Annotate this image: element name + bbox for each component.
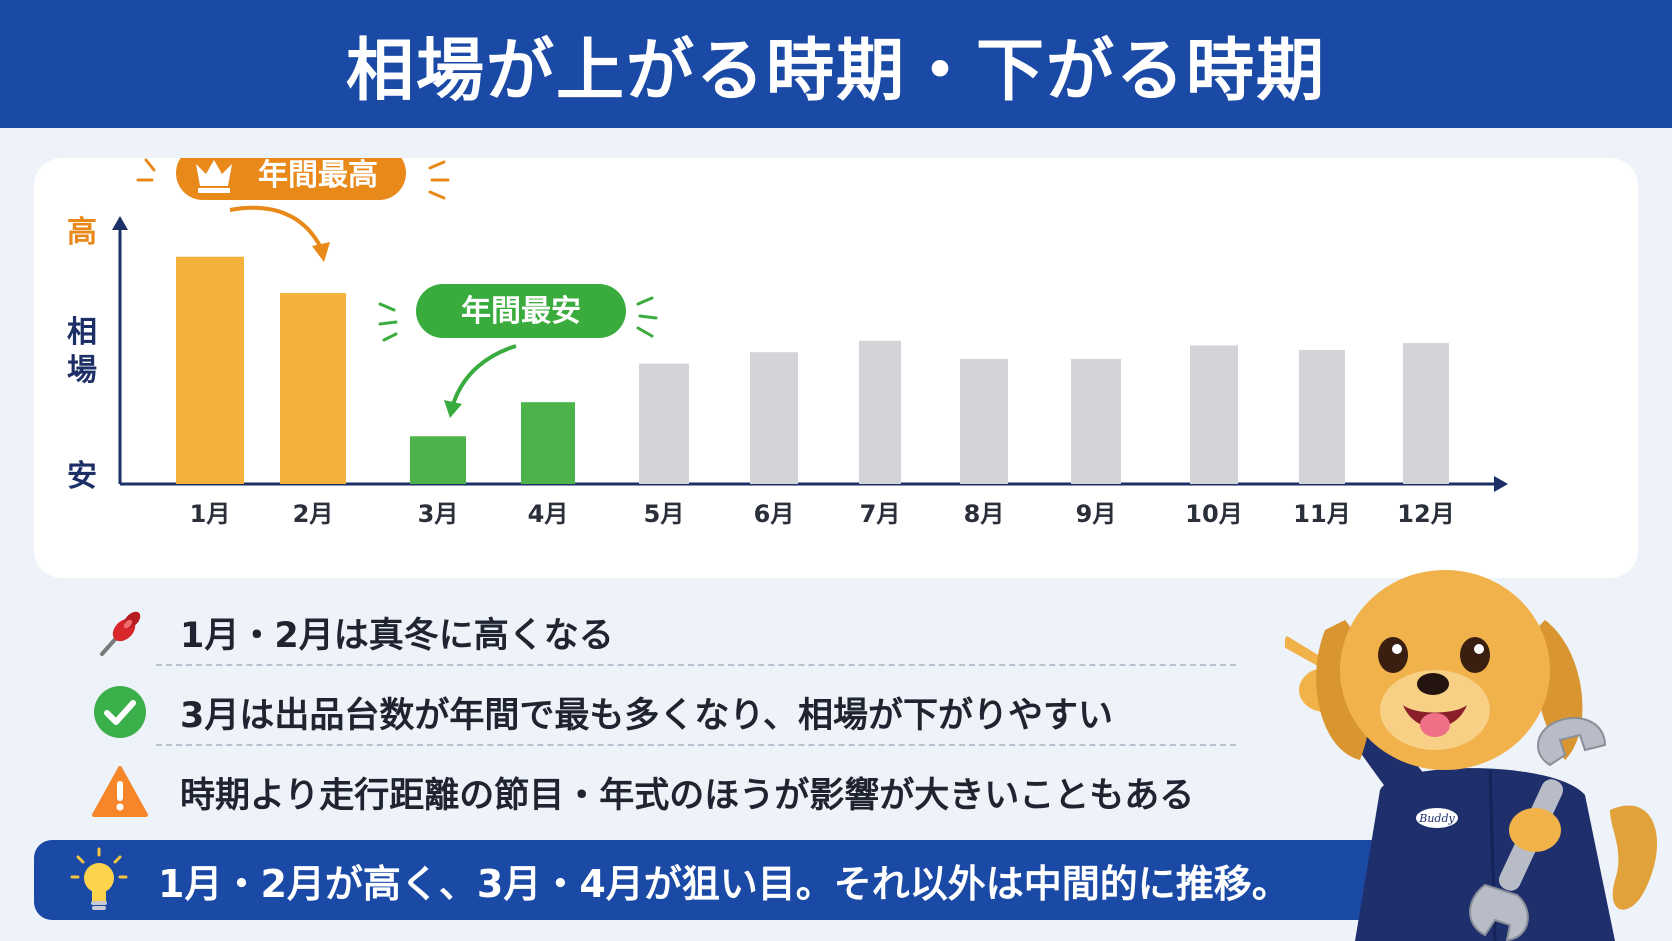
x-tick-label: 4月 (528, 500, 569, 528)
note-item-2: 3月は出品台数が年間で最も多くなり、相場が下がりやすい (90, 672, 1240, 752)
y-label-middle: 相 (67, 315, 97, 350)
y-label-high: 高 (67, 215, 97, 250)
bar-12 (1403, 343, 1449, 484)
mascot-badge-text: Buddy (1418, 812, 1455, 825)
arrow-high (229, 205, 324, 251)
x-tick-label: 7月 (860, 500, 901, 528)
x-axis-arrow (1494, 476, 1508, 492)
bar-3 (410, 436, 466, 484)
crown-icon (196, 160, 232, 186)
x-tick-label: 12月 (1397, 500, 1454, 528)
sparkle-mark (636, 296, 654, 306)
dashed-divider (156, 744, 1236, 746)
check-circle-icon (90, 682, 150, 742)
summary-text: 1月・2月が高く、3月・4月が狙い目。それ以外は中間的に推移。 (158, 861, 1290, 906)
bar-1 (176, 256, 244, 484)
sparkle-mark (638, 314, 658, 320)
sparkle-mark (428, 190, 446, 200)
sparkle-mark (428, 160, 446, 170)
annotation-high-badge (176, 158, 406, 200)
arrow-high-head (312, 242, 330, 262)
arrow-low (450, 344, 517, 409)
sparkle-mark (144, 158, 156, 172)
page-title: 相場が上がる時期・下がる時期 (345, 31, 1326, 111)
sparkle-mark (636, 326, 654, 338)
x-tick-label: 3月 (418, 500, 459, 528)
sparkle-mark (378, 320, 398, 326)
annotation-high-label: 年間最高 (258, 158, 378, 193)
bar-11 (1299, 349, 1345, 484)
crown-icon (198, 188, 230, 193)
sparkle-mark (378, 302, 396, 312)
chart-card: 高相場安 1月 2月 3月 4月 5月 6月 7月 8月 9月 10月 11月 12月 年間最高年間最安 (34, 158, 1638, 578)
note-item-3: 時期より走行距離の節目・年式のほうが影響が大きいこともある (90, 752, 1240, 832)
dog-mechanic-icon: Buddy (1285, 570, 1658, 941)
annotation-low-badge (416, 284, 626, 338)
arrow-low-head (444, 400, 462, 418)
x-tick-label: 5月 (644, 500, 685, 528)
summary-banner: 1月・2月が高く、3月・4月が狙い目。それ以外は中間的に推移。 (34, 840, 1414, 920)
note-text-1: 1月・2月は真冬に高くなる (180, 615, 614, 656)
bar-2 (280, 293, 346, 484)
dashed-divider (156, 664, 1236, 666)
annotation-low-label: 年間最安 (461, 294, 581, 329)
x-tick-label: 8月 (964, 500, 1005, 528)
bar-9 (1071, 359, 1121, 484)
bar-8 (960, 359, 1008, 484)
sparkle-mark (382, 332, 398, 342)
x-tick-label: 9月 (1076, 500, 1117, 528)
warning-icon (90, 762, 150, 822)
header-bar: 相場が上がる時期・下がる時期 (0, 0, 1672, 128)
x-tick-label: 11月 (1293, 500, 1350, 528)
note-text-2: 3月は出品台数が年間で最も多くなり、相場が下がりやすい (180, 695, 1113, 736)
x-tick-label: 10月 (1185, 500, 1242, 528)
bar-7 (859, 340, 901, 484)
pushpin-icon (90, 602, 150, 662)
y-label-middle: 場 (67, 353, 97, 388)
bar-6 (750, 352, 798, 484)
x-tick-label: 2月 (293, 500, 334, 528)
note-item-1: 1月・2月は真冬に高くなる (90, 592, 1240, 672)
y-label-low: 安 (67, 459, 97, 494)
x-tick-label: 6月 (754, 500, 795, 528)
bar-10 (1190, 345, 1238, 484)
note-text-3: 時期より走行距離の節目・年式のほうが影響が大きいこともある (180, 775, 1195, 816)
bar-4 (521, 402, 575, 484)
y-axis-arrow (112, 216, 128, 230)
lightbulb-icon (70, 847, 128, 910)
bar-5 (639, 363, 689, 484)
x-tick-label: 1月 (190, 500, 231, 528)
notes-list: 1月・2月は真冬に高くなる 3月は出品台数が年間で最も多くなり、相場が下がりやす… (90, 592, 1240, 832)
